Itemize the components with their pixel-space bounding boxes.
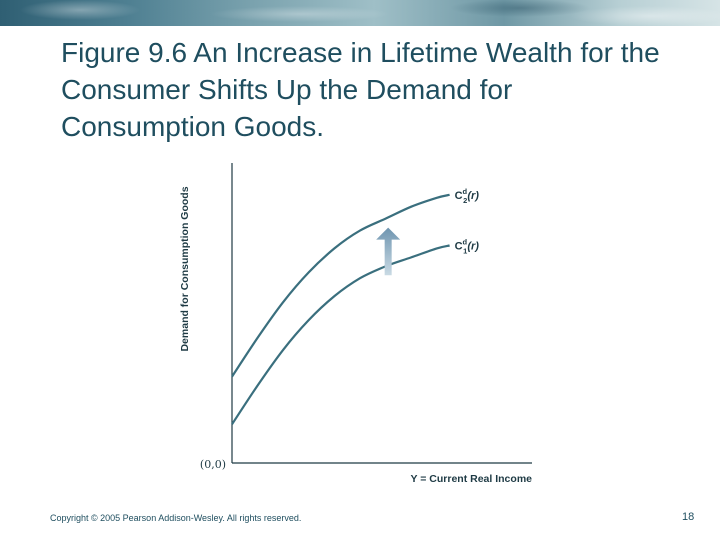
x-axis-label: Y = Current Real Income (411, 473, 533, 485)
y-axis-label: Demand for Consumption Goods (179, 186, 191, 351)
series-label-2: Cd 1(r) (455, 237, 480, 255)
series-curve-1 (231, 193, 450, 378)
consumption-demand-chart: Demand for Consumption Goods Y = Current … (179, 163, 533, 485)
series-curve-2 (231, 244, 450, 425)
page-number: 18 (682, 511, 695, 523)
shift-up-arrow-icon (376, 227, 401, 276)
footer-copyright: Copyright © 2005 Pearson Addison-Wesley.… (50, 513, 302, 523)
header-banner (0, 0, 720, 26)
series-label-1: Cd 2(r) (455, 187, 480, 205)
origin-label: (0,0) (200, 458, 226, 471)
slide-title: Figure 9.6 An Increase in Lifetime Wealt… (61, 37, 660, 142)
